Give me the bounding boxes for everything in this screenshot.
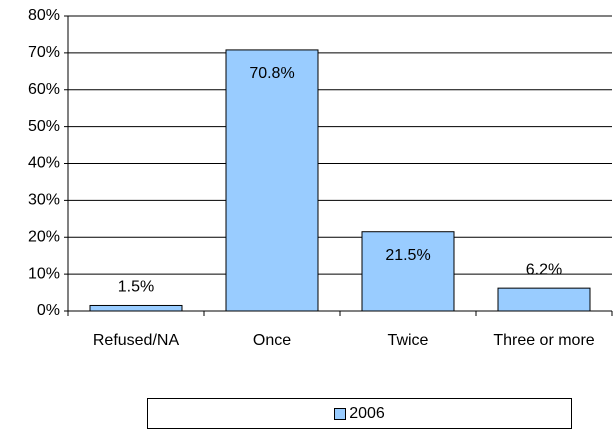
y-tick-label: 40% — [28, 155, 60, 172]
y-tick-label: 10% — [28, 265, 60, 282]
x-tick-label: Twice — [387, 332, 429, 349]
bar — [89, 304, 183, 312]
value-label: 6.2% — [526, 261, 562, 278]
value-label: 1.5% — [118, 279, 154, 296]
y-tick-label: 70% — [28, 44, 60, 61]
legend-label: 2006 — [349, 404, 385, 422]
x-tick-label: Refused/NA — [92, 332, 180, 349]
y-tick-label: 20% — [28, 228, 60, 245]
y-tick-label: 80% — [28, 7, 60, 24]
legend: 2006 — [147, 398, 572, 429]
x-tick-label: Once — [252, 332, 292, 349]
bar — [497, 287, 591, 312]
legend-swatch — [334, 407, 347, 420]
value-label: 21.5% — [385, 247, 430, 264]
bar — [361, 231, 455, 312]
x-tick-label: Three or more — [493, 332, 595, 349]
y-tick-label: 60% — [28, 81, 60, 98]
y-tick-label: 30% — [28, 192, 60, 209]
y-tick-label: 50% — [28, 118, 60, 135]
y-tick-label: 0% — [37, 302, 60, 319]
value-label: 70.8% — [249, 65, 294, 82]
bar — [225, 49, 319, 312]
